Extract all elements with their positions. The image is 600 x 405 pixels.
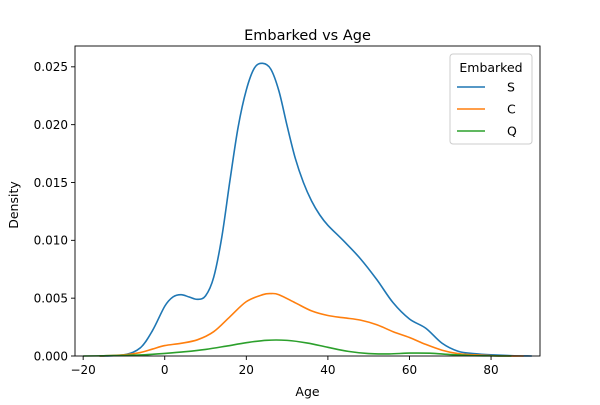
legend-frame	[449, 53, 533, 145]
legend-label-c: C	[507, 102, 516, 117]
y-tick-label: 0.010	[34, 234, 68, 248]
legend-title: Embarked	[459, 60, 522, 75]
legend-label-q: Q	[507, 124, 517, 139]
x-tick-label: 40	[320, 363, 335, 377]
x-tick-label: 80	[483, 363, 498, 377]
y-tick-label: 0.005	[34, 291, 68, 305]
x-tick-label: −20	[70, 363, 95, 377]
series-line-s	[99, 62, 532, 357]
x-tick-label: 0	[161, 363, 169, 377]
legend-label-s: S	[507, 80, 515, 95]
x-axis-label: Age	[295, 384, 319, 399]
y-tick-label: 0.020	[34, 118, 68, 132]
axes-layer: −20 0 20 40 60 80 0.000 0.005 0.010 0.015 0.020 0.0…	[34, 45, 541, 377]
chart-title: Embarked vs Age	[244, 28, 371, 44]
y-tick-label: 0.025	[34, 60, 68, 74]
legend: Embarked SCQ	[449, 53, 533, 145]
series-line-c	[99, 292, 524, 357]
x-tick-label: 20	[239, 363, 254, 377]
y-tick-label: 0.000	[34, 349, 68, 363]
series-layer	[83, 62, 532, 357]
plot-frame	[74, 45, 541, 357]
x-tick-label: 60	[402, 363, 417, 377]
y-tick-label: 0.015	[34, 176, 68, 190]
series-line-q	[83, 339, 512, 357]
y-axis-label: Density	[6, 181, 21, 229]
legend-entries: SCQ	[457, 80, 517, 139]
